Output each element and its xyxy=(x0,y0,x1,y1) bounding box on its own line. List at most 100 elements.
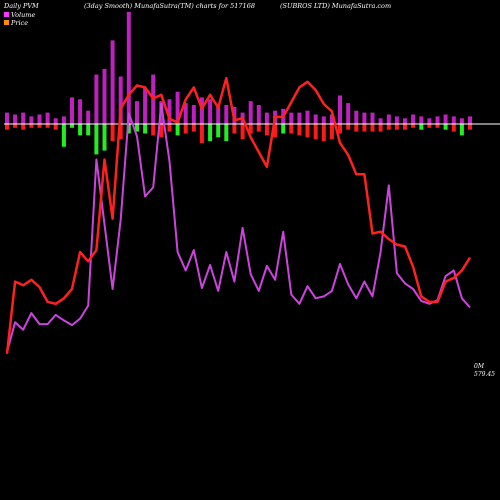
volume-bar xyxy=(208,99,213,124)
volume-bar xyxy=(403,118,407,124)
volume-bar xyxy=(126,11,131,124)
change-bar xyxy=(199,124,204,143)
change-bar xyxy=(378,124,383,132)
volume-bar xyxy=(13,114,18,124)
volume-bar xyxy=(329,114,334,124)
change-bar xyxy=(21,124,26,130)
change-bar xyxy=(443,124,448,130)
change-bar xyxy=(102,124,107,151)
change-bar xyxy=(394,124,399,130)
volume-bar xyxy=(45,112,50,124)
change-bar xyxy=(45,124,50,128)
change-bar xyxy=(256,124,261,132)
volume-bar xyxy=(370,112,375,124)
change-bar xyxy=(118,124,123,140)
change-bar xyxy=(264,124,269,136)
change-bar xyxy=(459,124,464,136)
change-bar xyxy=(208,124,213,142)
volume-bar xyxy=(70,97,74,124)
volume-bar xyxy=(338,95,342,124)
volume-bar xyxy=(61,116,66,124)
change-bar xyxy=(94,124,99,155)
volume-bar xyxy=(305,110,310,124)
volume-bar xyxy=(378,118,383,124)
change-bar xyxy=(232,124,237,134)
change-bar xyxy=(297,124,302,136)
volume-bar xyxy=(199,97,204,124)
change-bar xyxy=(273,124,278,138)
volume-bar xyxy=(53,118,58,124)
change-bar xyxy=(403,124,407,130)
change-bar xyxy=(427,124,432,128)
volume-bar xyxy=(297,112,302,124)
volume-bar xyxy=(459,118,464,124)
volume-bar xyxy=(362,112,367,124)
volume-bar xyxy=(175,91,180,124)
change-bar xyxy=(61,124,66,147)
volume-bar xyxy=(29,116,34,124)
volume-bar xyxy=(411,114,416,124)
volume-bar xyxy=(135,101,139,124)
change-bar xyxy=(216,124,221,138)
change-bar xyxy=(386,124,391,130)
header-left: Daily PVM xyxy=(3,2,39,10)
volume-bar xyxy=(183,103,188,124)
volume-bar xyxy=(167,99,172,124)
change-bar xyxy=(281,124,286,134)
volume-bar xyxy=(86,110,91,124)
change-bar xyxy=(346,124,351,130)
change-bar xyxy=(37,124,42,128)
change-bar xyxy=(159,124,164,138)
change-bar xyxy=(126,124,131,134)
header-right: (SUBROS LTD) MunafaSutra.com xyxy=(280,2,391,10)
volume-bar xyxy=(110,40,115,124)
change-bar xyxy=(135,124,139,132)
volume-bar xyxy=(5,112,9,124)
change-bar xyxy=(5,124,9,130)
price-line xyxy=(5,76,472,354)
volume-bar xyxy=(394,116,399,124)
legend-volume-swatch xyxy=(4,12,9,17)
change-bar xyxy=(451,124,456,132)
volume-bar xyxy=(143,87,148,124)
legend-price-label: Price xyxy=(10,19,28,27)
change-bar xyxy=(338,124,342,134)
volume-bar xyxy=(419,116,424,124)
change-bar xyxy=(419,124,424,130)
change-bar xyxy=(53,124,58,130)
legend: Volume Price xyxy=(4,11,35,27)
change-bar xyxy=(354,124,359,132)
legend-volume-label: Volume xyxy=(11,11,35,19)
change-bar xyxy=(13,124,18,128)
volume-bar xyxy=(321,116,326,124)
change-bar xyxy=(191,124,196,132)
change-bar xyxy=(321,124,326,142)
volume-bar xyxy=(102,68,107,124)
change-bar xyxy=(240,124,245,140)
price-right-label: 579.45 xyxy=(474,371,495,378)
volume-right-label: 0M xyxy=(474,363,485,370)
change-bar xyxy=(468,124,472,130)
volume-bar xyxy=(264,112,269,124)
volume-bar xyxy=(118,76,123,124)
header-center: (3day Smooth) MunafaSutra(TM) charts for… xyxy=(84,2,255,10)
volume-bar xyxy=(191,105,196,124)
change-bar xyxy=(224,124,229,142)
volume-bar xyxy=(435,116,440,124)
change-bar xyxy=(151,124,156,136)
change-bar xyxy=(370,124,375,132)
change-bar xyxy=(175,124,180,136)
volume-bar xyxy=(21,112,26,124)
volume-bar xyxy=(427,118,432,124)
volume-bar xyxy=(386,114,391,124)
volume-bar xyxy=(289,112,294,124)
change-bar xyxy=(305,124,310,138)
volume-bar xyxy=(468,116,472,124)
change-bar xyxy=(167,124,172,132)
change-bar xyxy=(435,124,440,128)
volume-bar xyxy=(354,110,359,124)
change-bar xyxy=(362,124,367,132)
volume-bar xyxy=(443,114,448,124)
change-bar xyxy=(78,124,83,136)
